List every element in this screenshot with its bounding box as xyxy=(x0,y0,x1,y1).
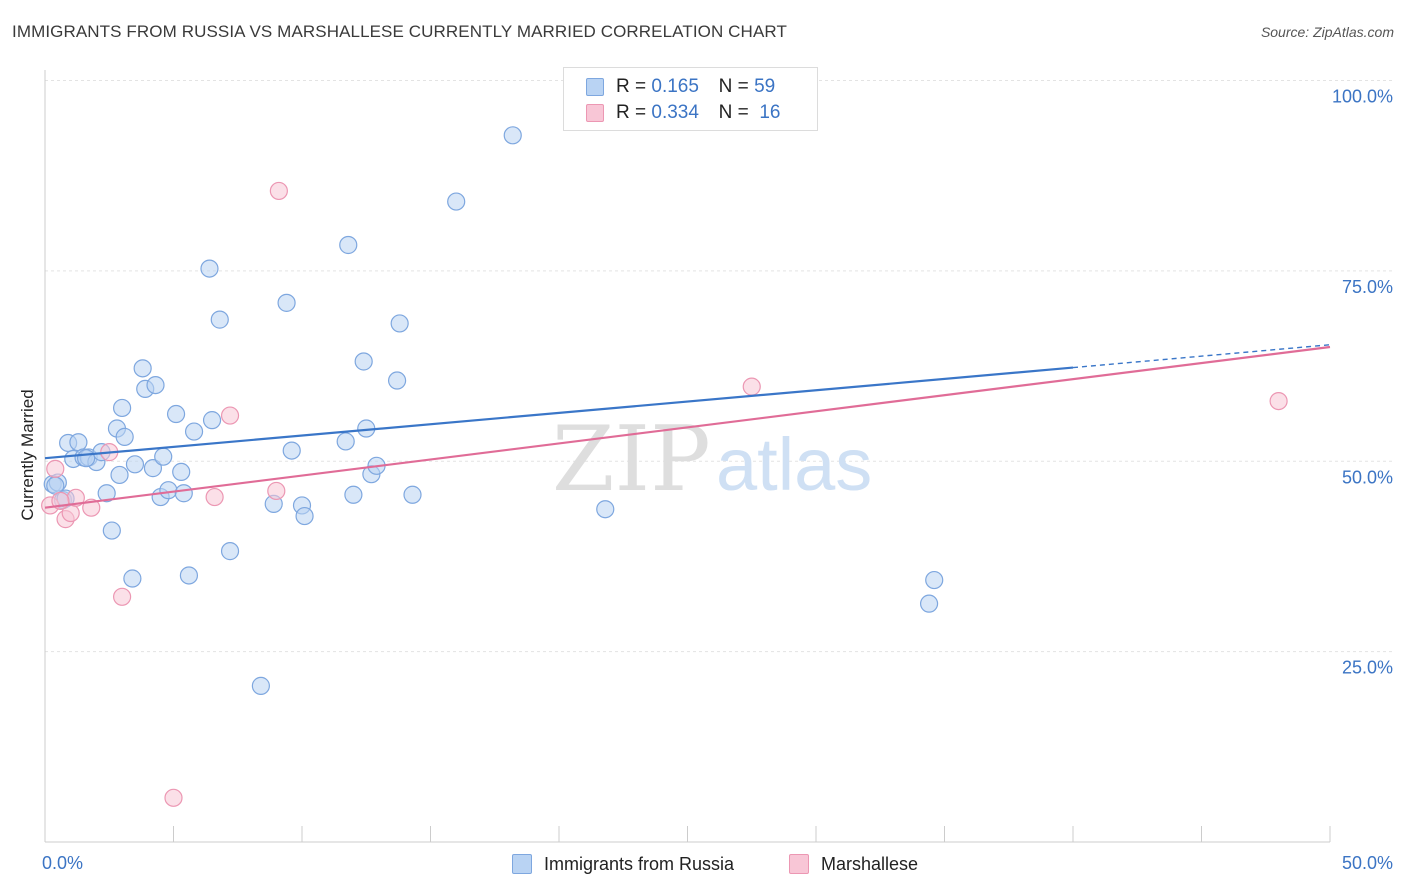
grid-layer xyxy=(45,80,1392,653)
point-blue xyxy=(503,126,522,145)
point-blue xyxy=(166,404,186,424)
point-pink xyxy=(1269,391,1288,411)
x-tick-label: 0.0% xyxy=(42,853,83,873)
point-blue xyxy=(112,398,132,418)
trend-layer xyxy=(44,344,1331,509)
point-blue xyxy=(179,566,199,585)
point-blue xyxy=(925,570,944,590)
point-blue xyxy=(210,310,229,329)
legend-r-value: 0.334 xyxy=(651,102,699,123)
y-tick-label: 100.0% xyxy=(1332,87,1393,107)
legend-r-label: R = xyxy=(616,102,647,123)
point-blue xyxy=(919,594,939,613)
legend-row-pink: R = 0.334 N = 16 xyxy=(586,101,780,125)
trend-extension-blue xyxy=(1072,344,1331,369)
bottom-legend-label: Immigrants from Russia xyxy=(544,853,735,874)
trend-line-pink xyxy=(44,345,1331,509)
legend-r-value: 0.165 xyxy=(651,76,699,97)
point-blue xyxy=(146,376,165,395)
legend: R = 0.165 N = 59 R = 0.334 N = 16 xyxy=(563,67,818,131)
y-tick-label: 75.0% xyxy=(1342,277,1393,297)
point-blue xyxy=(202,411,222,430)
point-blue xyxy=(110,465,129,485)
point-blue xyxy=(123,569,142,588)
point-blue xyxy=(97,484,116,503)
point-pink xyxy=(220,406,240,425)
point-blue xyxy=(251,676,270,695)
axis-layer xyxy=(44,70,1331,843)
point-blue xyxy=(69,433,88,452)
point-pink xyxy=(269,181,288,201)
y-tick-label: 25.0% xyxy=(1342,658,1393,678)
point-blue xyxy=(125,455,145,474)
tick-label-layer: 100.0% 75.0% 50.0% 25.0% 0.0% 50.0% xyxy=(42,87,1393,874)
point-blue xyxy=(387,371,407,390)
bottom-legend-swatch-pink xyxy=(789,854,809,874)
point-blue xyxy=(172,462,191,482)
x-tick-label: 50.0% xyxy=(1342,853,1393,873)
point-pink xyxy=(164,788,183,807)
legend-n-value: 59 xyxy=(754,76,776,97)
point-blue xyxy=(184,422,204,441)
point-blue xyxy=(174,484,193,503)
legend-row-blue: R = 0.165 N = 59 xyxy=(586,75,775,99)
legend-n-label: N = xyxy=(718,102,749,123)
legend-n-label: N = xyxy=(718,76,749,97)
legend-swatch-blue xyxy=(586,78,604,96)
point-pink xyxy=(46,459,65,478)
y-tick-label: 50.0% xyxy=(1342,467,1393,487)
point-blue xyxy=(102,521,121,540)
point-pink xyxy=(742,377,761,396)
point-blue xyxy=(277,293,296,312)
point-blue xyxy=(596,500,615,519)
point-blue xyxy=(447,192,466,211)
point-blue xyxy=(344,485,363,504)
trend-line-blue xyxy=(44,366,1074,460)
legend-swatch-pink xyxy=(586,104,604,122)
point-blue xyxy=(403,485,422,504)
bottom-legend-label: Marshallese xyxy=(821,853,919,874)
point-blue xyxy=(133,359,152,378)
bottom-legend-swatch-blue xyxy=(512,854,532,874)
watermark: ZIP atlas xyxy=(552,407,872,512)
point-blue xyxy=(336,432,355,451)
point-pink xyxy=(112,587,132,606)
point-blue xyxy=(295,506,314,526)
point-blue xyxy=(159,481,178,500)
point-blue xyxy=(282,441,301,460)
point-pink xyxy=(267,481,286,501)
point-blue xyxy=(115,427,134,446)
watermark-atlas: atlas xyxy=(716,423,872,506)
point-blue xyxy=(339,235,358,255)
legend-n-value: 16 xyxy=(759,102,781,123)
points-layer xyxy=(41,71,1288,807)
source-label: Source: ZipAtlas.com xyxy=(1260,24,1394,40)
bottom-legend-item-russia: Immigrants from Russia xyxy=(512,852,734,876)
point-pink xyxy=(205,487,224,507)
bottom-legend-item-marshallese: Marshallese xyxy=(789,852,918,876)
y-axis-label: Currently Married xyxy=(18,389,37,521)
legend-r-label: R = xyxy=(616,76,647,97)
watermark-zip: ZIP xyxy=(552,407,711,512)
point-blue xyxy=(143,459,163,478)
chart-title: IMMIGRANTS FROM RUSSIA VS MARSHALLESE CU… xyxy=(12,22,787,41)
point-blue xyxy=(220,542,240,561)
point-blue xyxy=(77,449,96,468)
point-blue xyxy=(154,447,173,466)
point-blue xyxy=(200,259,219,278)
point-blue xyxy=(390,314,409,333)
point-blue xyxy=(354,352,373,371)
